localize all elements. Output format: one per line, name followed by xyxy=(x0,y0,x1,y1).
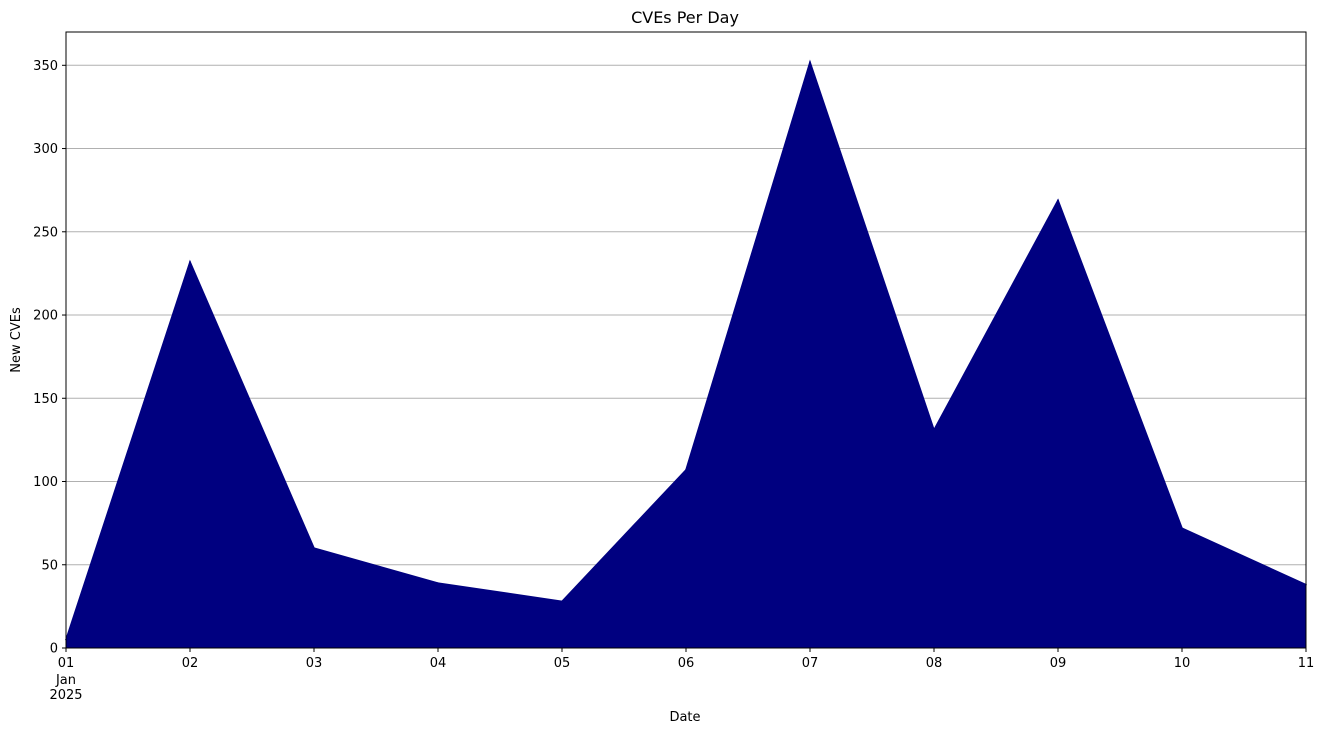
series-area xyxy=(66,61,1306,648)
x-tick-label: 03 xyxy=(306,656,323,671)
y-tick-label: 0 xyxy=(50,642,58,657)
y-tick-label: 350 xyxy=(33,59,58,74)
y-axis-label: New CVEs xyxy=(9,307,24,373)
y-tick-label: 250 xyxy=(33,225,58,240)
x-tick-label: 05 xyxy=(554,656,571,671)
data-point xyxy=(1181,527,1183,529)
y-tick-label: 300 xyxy=(33,142,58,157)
x-tick-sublabel-year: 2025 xyxy=(49,688,82,703)
y-tick-label: 50 xyxy=(41,558,58,573)
x-tick-label: 04 xyxy=(430,656,447,671)
y-tick-label: 200 xyxy=(33,309,58,324)
y-tick-label: 100 xyxy=(33,475,58,490)
data-point xyxy=(685,469,687,471)
x-tick-sublabel-month: Jan xyxy=(55,673,76,688)
x-tick-label: 09 xyxy=(1050,656,1067,671)
x-tick-label: 07 xyxy=(802,656,819,671)
data-point xyxy=(933,429,935,431)
y-axis: 0 50 100 150 200 250 300 350 xyxy=(33,59,66,657)
data-point xyxy=(561,600,563,603)
data-point xyxy=(1057,199,1059,201)
x-tick-label: 08 xyxy=(926,656,943,671)
x-tick-label: 10 xyxy=(1174,656,1191,671)
x-tick-label: 06 xyxy=(678,656,695,671)
y-tick-label: 150 xyxy=(33,392,58,407)
chart-title: CVEs Per Day xyxy=(631,8,739,27)
x-axis: 01 02 03 04 05 06 07 08 09 10 11 xyxy=(58,648,1315,671)
data-point xyxy=(313,547,315,549)
x-tick-label: 01 xyxy=(58,656,75,671)
data-point xyxy=(809,61,811,63)
x-tick-label: 11 xyxy=(1298,656,1315,671)
x-tick-label: 02 xyxy=(182,656,199,671)
data-point xyxy=(189,260,191,263)
x-axis-label: Date xyxy=(669,710,700,725)
data-point xyxy=(437,582,439,584)
plot-area xyxy=(65,59,1307,648)
